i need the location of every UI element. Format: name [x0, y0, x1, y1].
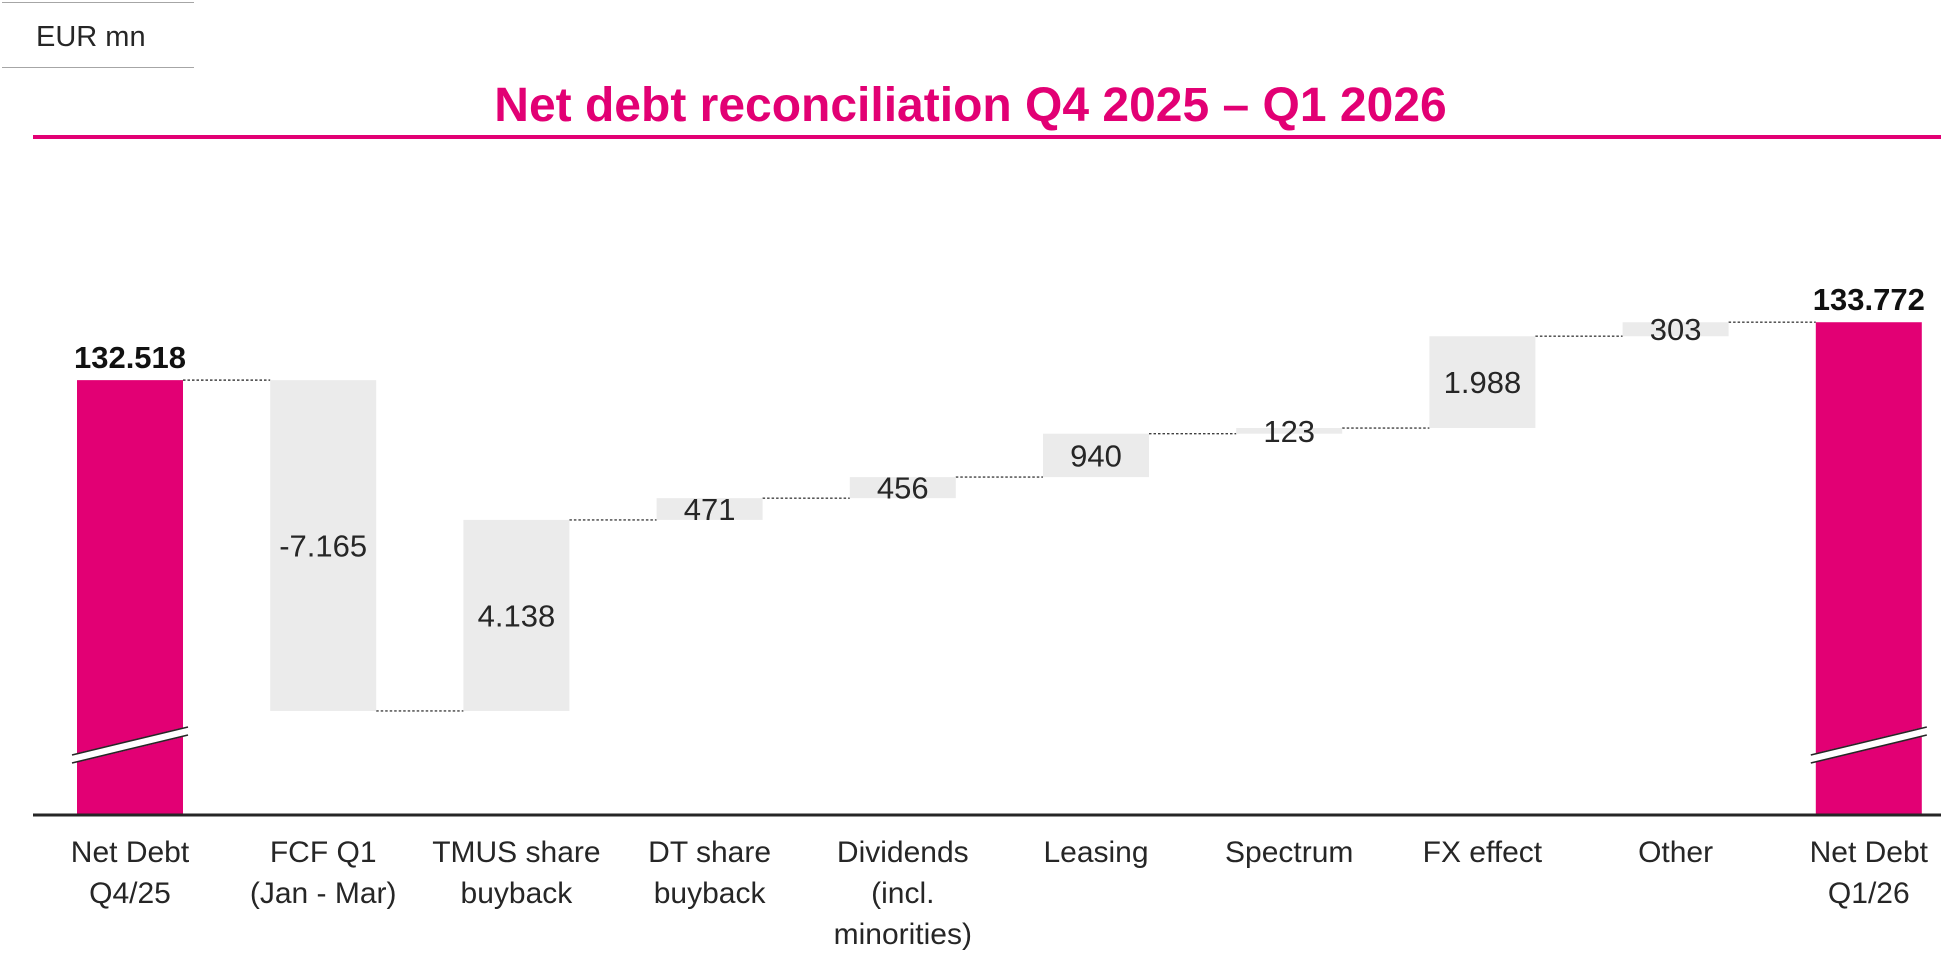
- unit-label: EUR mn: [36, 21, 146, 53]
- axis-break-line: [71, 734, 189, 764]
- category-label: buyback: [654, 877, 767, 910]
- data-label: -7.165: [279, 529, 367, 564]
- category-label: (Jan - Mar): [250, 877, 397, 910]
- category-label: buyback: [461, 877, 574, 910]
- delta-bar: [463, 519, 570, 711]
- axis-break-gap: [70, 726, 190, 764]
- data-label: 133.772: [1813, 282, 1925, 317]
- delta-bar: [270, 380, 377, 711]
- axis-break-line: [1810, 734, 1927, 764]
- category-label: Leasing: [1043, 836, 1148, 869]
- delta-bar: [656, 498, 763, 520]
- category-label: Q1/26: [1828, 877, 1910, 910]
- unit-box: EUR mn: [2, 2, 194, 68]
- category-label: TMUS share: [432, 836, 600, 869]
- delta-bar: [849, 477, 956, 499]
- data-label: 4.138: [478, 598, 556, 633]
- delta-bar: [1622, 322, 1729, 337]
- chart-title: Net debt reconciliation Q4 2025 – Q1 202…: [494, 79, 1447, 132]
- data-label: 471: [684, 492, 736, 527]
- category-label: DT share: [648, 836, 771, 869]
- category-label: minorities): [834, 918, 972, 951]
- axis-break-gap: [1809, 726, 1928, 764]
- category-label: Other: [1638, 836, 1713, 869]
- data-label: 123: [1263, 414, 1315, 449]
- category-label: FCF Q1: [270, 836, 377, 869]
- category-label: Q4/25: [89, 877, 171, 910]
- title-rule: [33, 135, 1941, 139]
- axis-break-line: [71, 726, 189, 756]
- category-label: Net Debt: [1810, 836, 1929, 869]
- axis-break-line: [1810, 726, 1927, 756]
- category-label: (incl.: [871, 877, 934, 910]
- data-label: 132.518: [74, 340, 186, 375]
- data-label: 940: [1070, 438, 1122, 473]
- delta-bar: [1043, 433, 1149, 478]
- delta-bar: [1429, 336, 1536, 429]
- category-label: Net Debt: [71, 836, 190, 869]
- category-label: FX effect: [1423, 836, 1543, 869]
- data-label: 1.988: [1444, 365, 1522, 400]
- data-label: 456: [877, 471, 929, 506]
- delta-bar: [1236, 428, 1343, 434]
- data-label: 303: [1650, 312, 1702, 347]
- category-label: Spectrum: [1225, 836, 1353, 869]
- category-label: Dividends: [837, 836, 969, 869]
